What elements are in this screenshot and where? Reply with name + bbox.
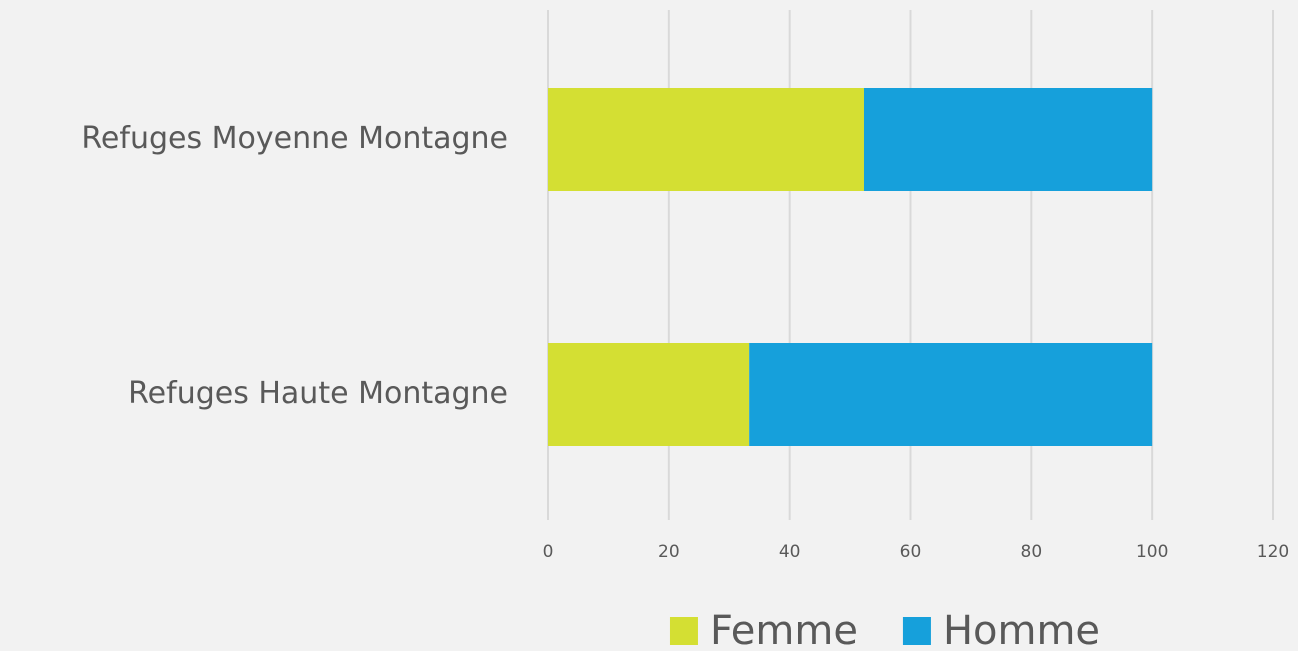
legend-label: Femme: [710, 608, 858, 651]
x-tick-label: 40: [779, 542, 801, 562]
x-tick-label: 100: [1136, 542, 1168, 562]
bar: [749, 343, 1153, 446]
legend-swatch: [669, 617, 698, 645]
x-tick-label: 20: [658, 542, 680, 562]
bar: [548, 88, 864, 191]
x-tick-label: 60: [900, 542, 922, 562]
bar: [863, 88, 1153, 191]
x-tick-label: 120: [1257, 542, 1289, 562]
legend-label: Homme: [943, 608, 1100, 651]
legend-swatch: [902, 617, 931, 645]
category-label: Refuges Haute Montagne: [128, 376, 508, 411]
x-tick-label: 0: [543, 542, 554, 562]
bar: [548, 343, 750, 446]
category-label: Refuges Moyenne Montagne: [81, 121, 508, 156]
x-tick-label: 80: [1021, 542, 1043, 562]
